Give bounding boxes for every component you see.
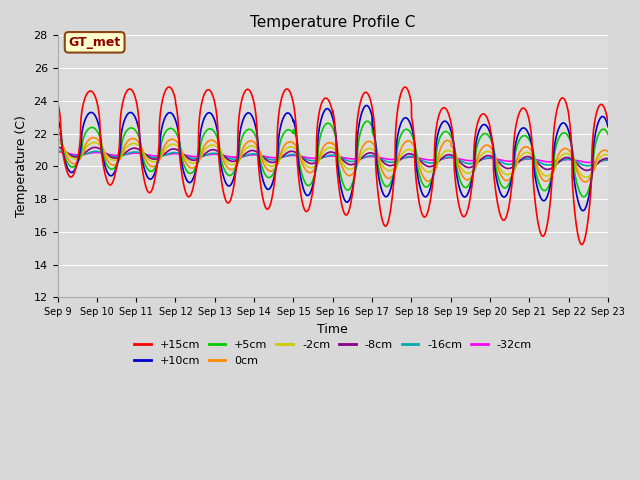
+10cm bbox=[211, 116, 218, 122]
Y-axis label: Temperature (C): Temperature (C) bbox=[15, 115, 28, 217]
0cm bbox=[90, 135, 97, 141]
-2cm bbox=[467, 169, 475, 175]
0cm bbox=[54, 135, 61, 141]
-32cm bbox=[67, 151, 74, 157]
Line: 0cm: 0cm bbox=[58, 138, 608, 182]
-8cm bbox=[604, 156, 612, 162]
-2cm bbox=[202, 146, 209, 152]
-32cm bbox=[129, 150, 136, 156]
0cm bbox=[211, 138, 218, 144]
+5cm bbox=[364, 118, 371, 124]
+5cm bbox=[604, 132, 612, 137]
Line: +5cm: +5cm bbox=[58, 121, 608, 197]
-16cm bbox=[211, 150, 218, 156]
-8cm bbox=[129, 145, 136, 151]
-8cm bbox=[583, 168, 591, 173]
-32cm bbox=[585, 159, 593, 165]
-2cm bbox=[129, 141, 136, 146]
-32cm bbox=[407, 154, 415, 160]
0cm bbox=[604, 149, 612, 155]
+10cm bbox=[67, 169, 74, 175]
-2cm bbox=[54, 139, 61, 145]
-32cm bbox=[604, 157, 612, 163]
-16cm bbox=[54, 148, 61, 154]
+15cm bbox=[578, 242, 586, 248]
-8cm bbox=[54, 144, 61, 150]
+15cm bbox=[211, 98, 218, 104]
Line: -8cm: -8cm bbox=[58, 147, 608, 170]
Line: +10cm: +10cm bbox=[58, 106, 608, 211]
+15cm bbox=[165, 84, 173, 90]
-32cm bbox=[467, 158, 475, 164]
+15cm bbox=[202, 89, 209, 95]
0cm bbox=[407, 139, 415, 145]
+10cm bbox=[604, 124, 612, 130]
+15cm bbox=[407, 98, 415, 104]
-16cm bbox=[129, 149, 136, 155]
+5cm bbox=[407, 131, 415, 136]
-32cm bbox=[211, 151, 218, 157]
0cm bbox=[129, 135, 136, 141]
X-axis label: Time: Time bbox=[317, 323, 348, 336]
-16cm bbox=[202, 153, 209, 158]
+15cm bbox=[67, 174, 74, 180]
+10cm bbox=[407, 122, 415, 128]
+5cm bbox=[202, 129, 209, 135]
Line: -16cm: -16cm bbox=[58, 151, 608, 166]
+15cm bbox=[129, 88, 136, 94]
+10cm bbox=[129, 110, 136, 116]
Line: -32cm: -32cm bbox=[58, 152, 608, 162]
0cm bbox=[202, 141, 209, 147]
Line: +15cm: +15cm bbox=[58, 87, 608, 245]
-32cm bbox=[54, 149, 61, 155]
0cm bbox=[581, 179, 589, 185]
+10cm bbox=[202, 113, 209, 119]
+10cm bbox=[467, 181, 475, 187]
-8cm bbox=[407, 151, 415, 157]
-2cm bbox=[407, 147, 415, 153]
Title: Temperature Profile C: Temperature Profile C bbox=[250, 15, 415, 30]
-8cm bbox=[202, 150, 209, 156]
-2cm bbox=[582, 174, 590, 180]
+5cm bbox=[211, 129, 218, 134]
+15cm bbox=[604, 120, 612, 125]
-8cm bbox=[211, 147, 218, 153]
0cm bbox=[67, 159, 74, 165]
-16cm bbox=[467, 161, 475, 167]
-16cm bbox=[407, 154, 415, 159]
-2cm bbox=[604, 152, 612, 158]
-8cm bbox=[67, 152, 74, 158]
+5cm bbox=[129, 125, 136, 131]
-16cm bbox=[584, 163, 591, 168]
-8cm bbox=[467, 164, 475, 170]
0cm bbox=[467, 174, 475, 180]
-2cm bbox=[211, 143, 218, 148]
+5cm bbox=[67, 164, 74, 169]
Line: -2cm: -2cm bbox=[58, 142, 608, 177]
+10cm bbox=[54, 116, 61, 121]
+5cm bbox=[580, 194, 588, 200]
+15cm bbox=[54, 100, 61, 106]
+5cm bbox=[467, 177, 475, 183]
+10cm bbox=[363, 103, 371, 108]
+15cm bbox=[467, 190, 475, 195]
Text: GT_met: GT_met bbox=[68, 36, 121, 49]
Legend: +15cm, +10cm, +5cm, 0cm, -2cm, -8cm, -16cm, -32cm: +15cm, +10cm, +5cm, 0cm, -2cm, -8cm, -16… bbox=[129, 336, 536, 370]
+10cm bbox=[579, 208, 587, 214]
-16cm bbox=[67, 152, 74, 158]
-16cm bbox=[604, 157, 612, 163]
+5cm bbox=[54, 127, 61, 133]
-32cm bbox=[202, 153, 209, 158]
-2cm bbox=[67, 154, 74, 160]
